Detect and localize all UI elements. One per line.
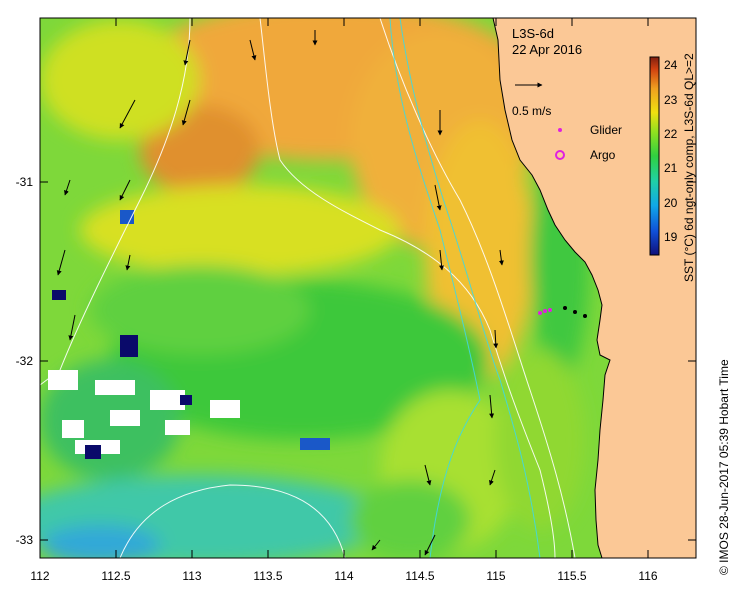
- date-label: 22 Apr 2016: [512, 42, 582, 57]
- sst-field: [40, 18, 696, 558]
- argo-legend-label: Argo: [590, 148, 616, 162]
- product-label: L3S-6d: [512, 26, 554, 41]
- y-axis-labels: -31 -32 -33: [16, 175, 34, 547]
- x-tick-label: 116: [638, 569, 657, 583]
- x-tick-label: 115.5: [557, 569, 586, 583]
- y-axis-ticks: [40, 181, 696, 541]
- credit-label: © IMOS 28-Jun-2017 05:39 Hobart Time: [717, 359, 731, 575]
- x-tick-label: 114.5: [405, 569, 434, 583]
- glider-marker-icon: [558, 128, 562, 132]
- vector-scale-label: 0.5 m/s: [512, 104, 551, 118]
- shelf-break-lines: [389, 18, 541, 558]
- x-tick-label: 112.5: [101, 569, 130, 583]
- land-mass: [492, 18, 696, 558]
- colorbar-tick-label: 20: [664, 196, 678, 210]
- x-tick-label: 114: [334, 569, 353, 583]
- x-axis-ticks: [39, 18, 649, 558]
- y-tick-label: -32: [16, 354, 34, 368]
- colorbar-label: SST (°C) 6d ngt-only comp, L3S-6d QL>=2: [682, 53, 696, 282]
- y-tick-label: -31: [16, 175, 34, 189]
- colorbar: [649, 56, 660, 256]
- colorbar-tick-label: 23: [664, 93, 678, 107]
- x-tick-label: 113: [182, 569, 201, 583]
- missing-data-patches: [48, 210, 330, 459]
- x-axis-labels: 112 112.5 113 113.5 114 114.5 115 115.5 …: [30, 569, 657, 583]
- argo-marker-icon: [555, 150, 565, 160]
- colorbar-ticks: 24 23 22 21 20 19: [664, 58, 678, 244]
- x-tick-label: 112: [30, 569, 49, 583]
- x-tick-label: 115: [486, 569, 505, 583]
- colorbar-tick-label: 22: [664, 127, 678, 141]
- y-tick-label: -33: [16, 533, 34, 547]
- colorbar-tick-label: 24: [664, 58, 678, 72]
- colorbar-tick-label: 19: [664, 230, 678, 244]
- map-frame: [39, 17, 697, 559]
- x-tick-label: 113.5: [253, 569, 282, 583]
- colorbar-tick-label: 21: [664, 161, 678, 175]
- glider-track: [538, 306, 587, 318]
- glider-legend-label: Glider: [590, 123, 622, 137]
- current-vectors: [56, 30, 504, 556]
